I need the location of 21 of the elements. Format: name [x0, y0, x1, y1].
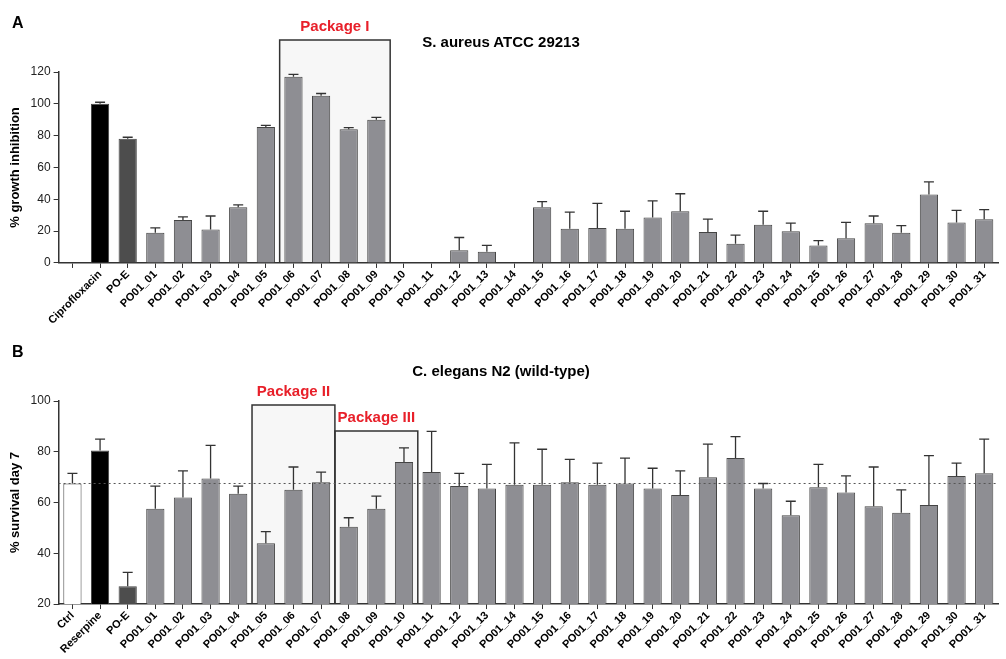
text: B	[12, 343, 24, 360]
y-tick-label: 120	[30, 64, 51, 79]
y-tick-label: 80	[37, 444, 51, 459]
band-label: Package III	[337, 407, 416, 425]
chart-title: C. elegans N2 (wild-type)	[412, 362, 590, 380]
y-tick-label: 40	[37, 191, 51, 206]
y-tick-label: 0	[43, 255, 51, 270]
y-tick-label: 60	[37, 494, 51, 509]
y-tick-label: 20	[37, 596, 51, 611]
y-tick-label: 20	[37, 223, 51, 238]
chart-title: S. aureus ATCC 29213	[422, 33, 580, 51]
y-tick-label: 40	[37, 545, 51, 560]
y-tick-label: 100	[30, 96, 51, 111]
text: A	[12, 14, 24, 31]
band-label: Package II	[256, 381, 331, 399]
y-axis-title: % survival day 7	[7, 451, 23, 554]
y-tick-label: 100	[30, 393, 51, 408]
y-tick-label: 60	[37, 159, 51, 174]
y-axis-title: % growth inhibition	[7, 107, 23, 228]
band-label: Package I	[300, 16, 370, 34]
y-tick-label: 80	[37, 127, 51, 142]
